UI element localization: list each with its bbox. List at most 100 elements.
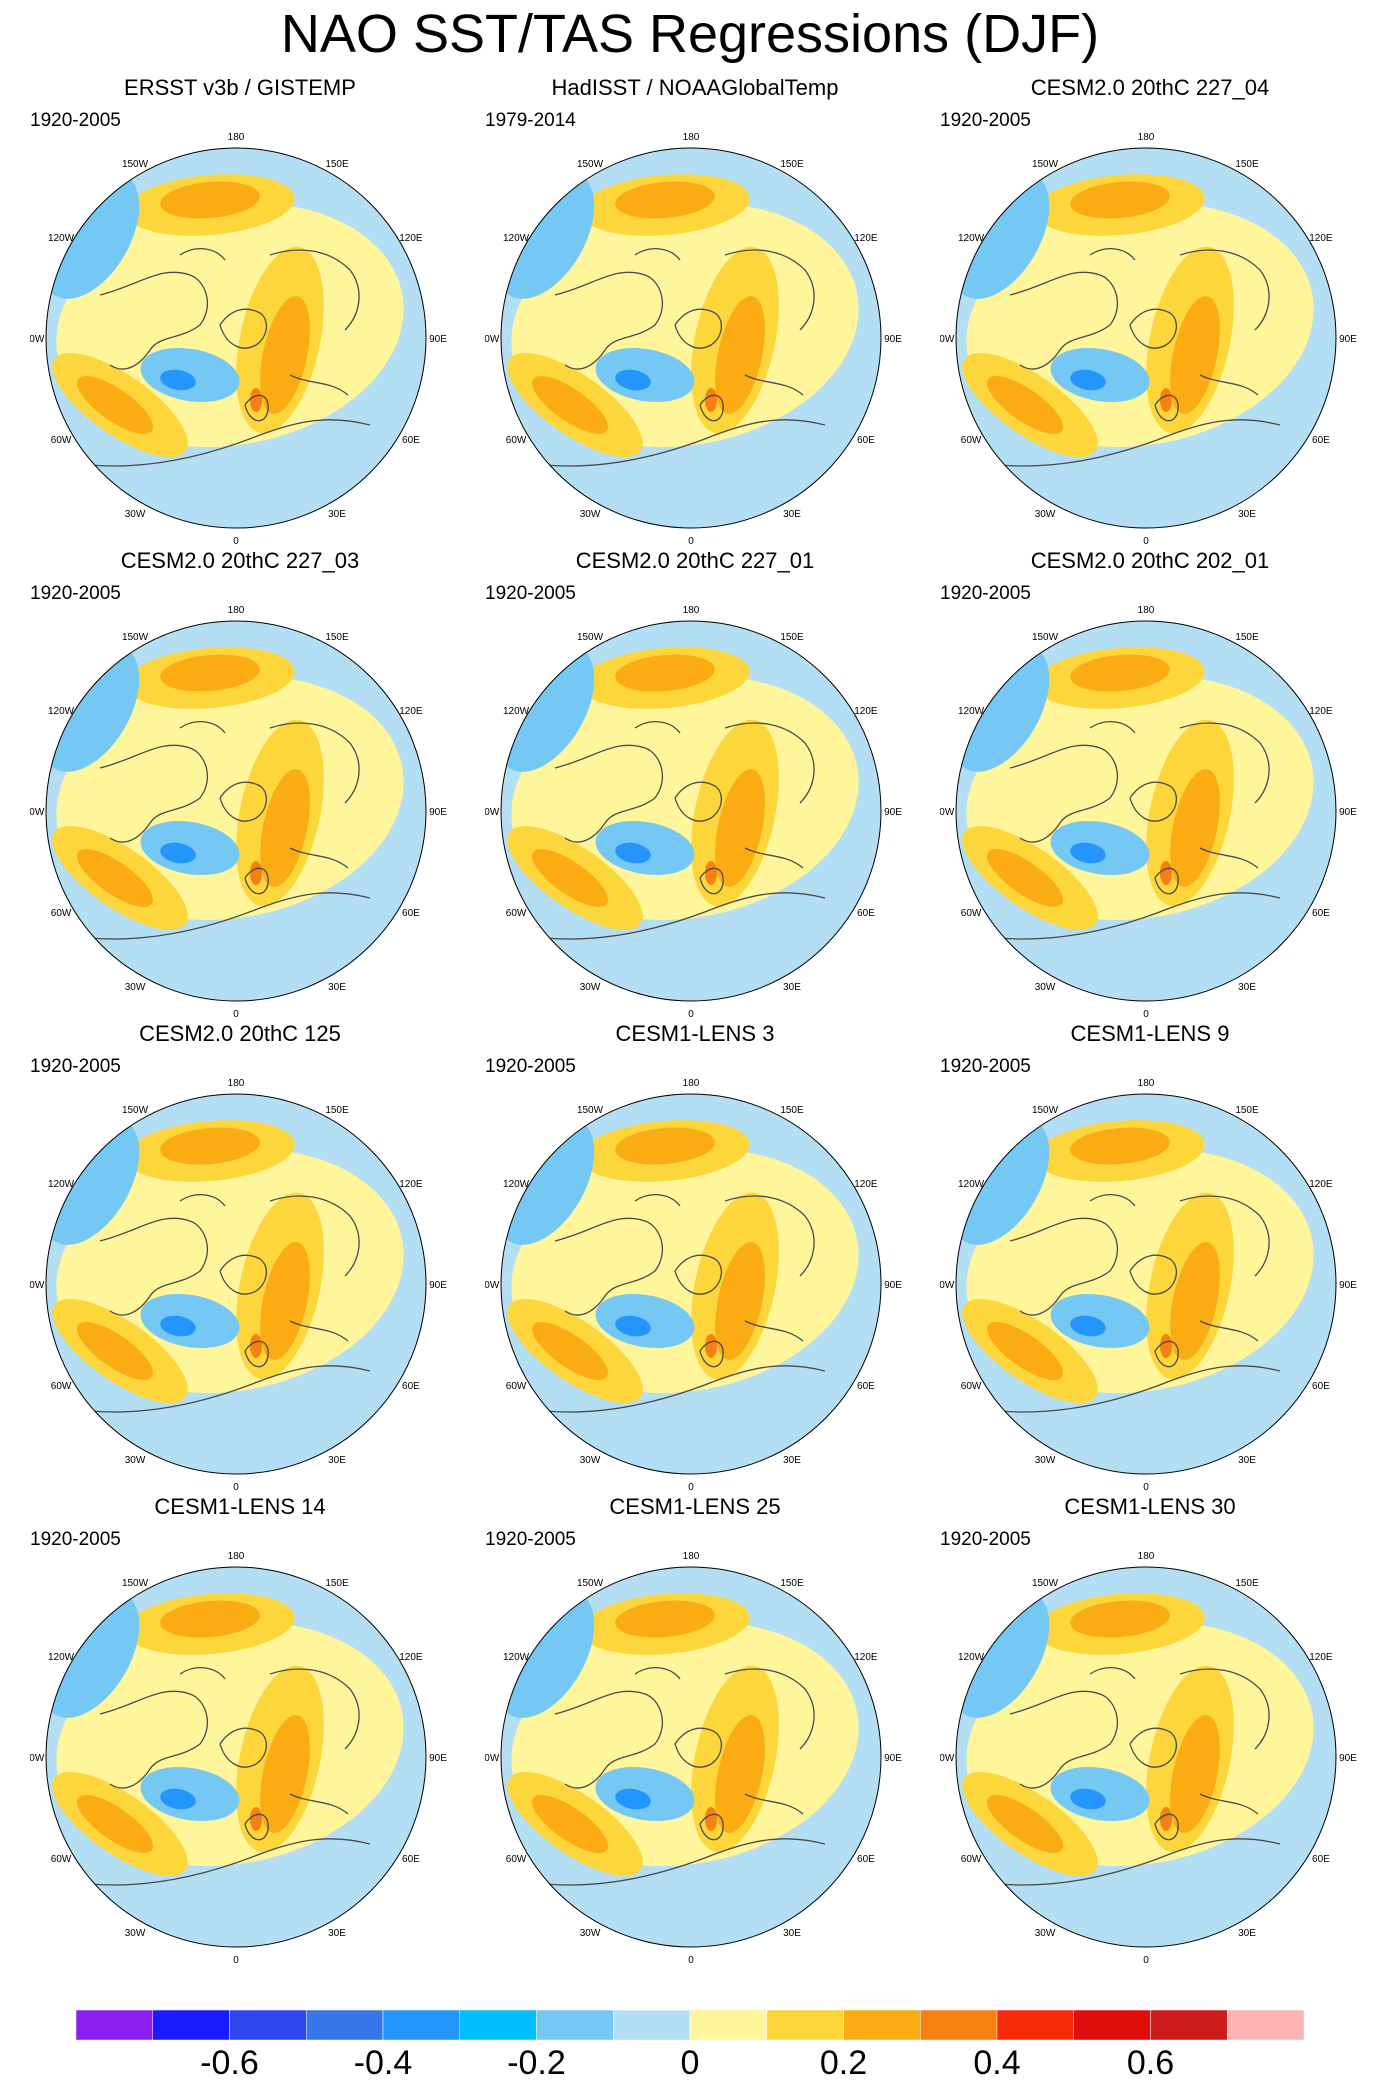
- longitude-label: 30W: [125, 1928, 146, 1939]
- anomaly-region: [250, 388, 262, 412]
- coastline: [1089, 721, 1136, 734]
- longitude-label: 120W: [503, 1179, 530, 1190]
- colorbar-swatch: [459, 2010, 537, 2040]
- coastline: [544, 419, 826, 467]
- map-border: [955, 147, 1337, 529]
- coastline: [699, 394, 724, 422]
- coastline: [289, 374, 349, 396]
- coastline: [1089, 1194, 1136, 1207]
- anomaly-region: [160, 1600, 260, 1638]
- colorbar-swatch: [382, 2010, 460, 2040]
- longitude-label: 0: [1143, 1009, 1149, 1020]
- longitude-label: 90E: [1339, 807, 1357, 818]
- coastline: [89, 1838, 371, 1886]
- coastline: [744, 1320, 804, 1342]
- map-panel: 180 150E 120E 90E 60E 30E 0 30W 60W 90W 120W 150W C…: [30, 1021, 450, 1496]
- panel-title: CESM2.0 20thC 227_04: [1030, 75, 1270, 100]
- anomaly-region: [1170, 1715, 1220, 1833]
- longitude-label: 120W: [48, 233, 75, 244]
- longitude-label: 90W: [30, 1280, 45, 1291]
- longitude-label: 90E: [884, 807, 902, 818]
- map-border: [45, 1093, 427, 1475]
- coastline: [699, 1340, 724, 1368]
- polar-map: 180 150E 120E 90E 60E 30E 0 30W 60W 90W 120W 150W: [940, 132, 1357, 547]
- longitude-label: 30E: [783, 1455, 801, 1466]
- longitude-label: 150E: [1235, 159, 1259, 170]
- coastline: [179, 1667, 226, 1680]
- longitude-label: 60E: [1312, 1854, 1330, 1865]
- anomaly-region: [1070, 1127, 1170, 1165]
- panel-period: 1920-2005: [940, 110, 1031, 131]
- longitude-label: 120E: [854, 1179, 878, 1190]
- panel-title: CESM2.0 20thC 125: [139, 1021, 341, 1046]
- panel-period: 1920-2005: [30, 1056, 121, 1077]
- anomaly-region: [532, 1795, 608, 1853]
- coastline: [179, 248, 226, 261]
- longitude-label: 90E: [1339, 1280, 1357, 1291]
- anomaly-region: [250, 1334, 262, 1358]
- anomaly-region: [1070, 181, 1170, 219]
- coastline: [244, 1813, 269, 1841]
- longitude-label: 150E: [1235, 1578, 1259, 1589]
- map-panel: 180 150E 120E 90E 60E 30E 0 30W 60W 90W 120W 150W C…: [485, 1021, 905, 1496]
- anomaly-region: [715, 769, 765, 887]
- longitude-label: 180: [228, 1551, 245, 1562]
- colorbar-swatch: [1150, 2010, 1228, 2040]
- longitude-label: 150W: [122, 1105, 149, 1116]
- longitude-label: 60W: [51, 1854, 72, 1865]
- coastline: [89, 892, 371, 940]
- longitude-label: 0: [688, 1009, 694, 1020]
- map-panel: 180 150E 120E 90E 60E 30E 0 30W 60W 90W 120W 150W E…: [30, 75, 450, 550]
- longitude-label: 120W: [958, 1179, 985, 1190]
- longitude-label: 0: [233, 1955, 239, 1966]
- colorbar-tick-label: 0.4: [973, 2044, 1021, 2082]
- longitude-label: 60W: [506, 1381, 527, 1392]
- longitude-label: 120W: [48, 1179, 75, 1190]
- anomaly-region: [1070, 1788, 1106, 1810]
- map-border: [45, 147, 427, 529]
- colorbar-tick-label: -0.4: [353, 2044, 413, 2082]
- coastline: [1199, 1320, 1259, 1342]
- coastline: [1154, 394, 1179, 422]
- map-panel: 180 150E 120E 90E 60E 30E 0 30W 60W 90W 120W 150W C…: [940, 75, 1360, 550]
- panel-title: CESM1-LENS 25: [609, 1494, 781, 1519]
- colorbar: [76, 2010, 1304, 2040]
- colorbar-swatch: [536, 2010, 614, 2040]
- coastline: [1199, 847, 1259, 869]
- longitude-label: 0: [688, 536, 694, 547]
- longitude-label: 0: [688, 1955, 694, 1966]
- longitude-label: 90E: [1339, 334, 1357, 345]
- coastline: [99, 1690, 209, 1789]
- anomaly-region: [260, 1242, 310, 1360]
- coastline: [724, 722, 815, 804]
- anomaly-region: [1070, 842, 1106, 864]
- panel-period: 1920-2005: [30, 583, 121, 604]
- anomaly-region: [1160, 861, 1172, 885]
- anomaly-region: [1160, 1807, 1172, 1831]
- anomaly-region: [705, 388, 717, 412]
- polar-map: 180 150E 120E 90E 60E 30E 0 30W 60W 90W 120W 150W: [30, 1078, 447, 1493]
- map-field: [501, 1567, 881, 1947]
- colorbar-swatch: [843, 2010, 921, 2040]
- coastline: [554, 271, 664, 370]
- coastline: [289, 1320, 349, 1342]
- longitude-label: 180: [228, 132, 245, 143]
- longitude-label: 90E: [429, 1280, 447, 1291]
- map-border: [45, 1566, 427, 1948]
- coastline: [269, 249, 360, 331]
- coastline: [554, 1217, 664, 1316]
- longitude-label: 30E: [783, 509, 801, 520]
- longitude-label: 60W: [506, 1854, 527, 1865]
- longitude-label: 30E: [1238, 1455, 1256, 1466]
- coastline: [1089, 1667, 1136, 1680]
- coastline: [1009, 271, 1119, 370]
- map-panel: 180 150E 120E 90E 60E 30E 0 30W 60W 90W 120W 150W C…: [485, 548, 905, 1023]
- polar-map: 180 150E 120E 90E 60E 30E 0 30W 60W 90W 120W 150W: [485, 605, 902, 1020]
- colorbar-labels: -0.6 -0.4 -0.2 0 0.2 0.4 0.6: [0, 2044, 1380, 2084]
- anomaly-region: [615, 842, 651, 864]
- anomaly-region: [1070, 654, 1170, 692]
- longitude-label: 90W: [30, 807, 45, 818]
- anomaly-region: [956, 1884, 1330, 1947]
- panel-period: 1920-2005: [30, 1529, 121, 1550]
- panel-title: CESM2.0 20thC 227_03: [120, 548, 360, 573]
